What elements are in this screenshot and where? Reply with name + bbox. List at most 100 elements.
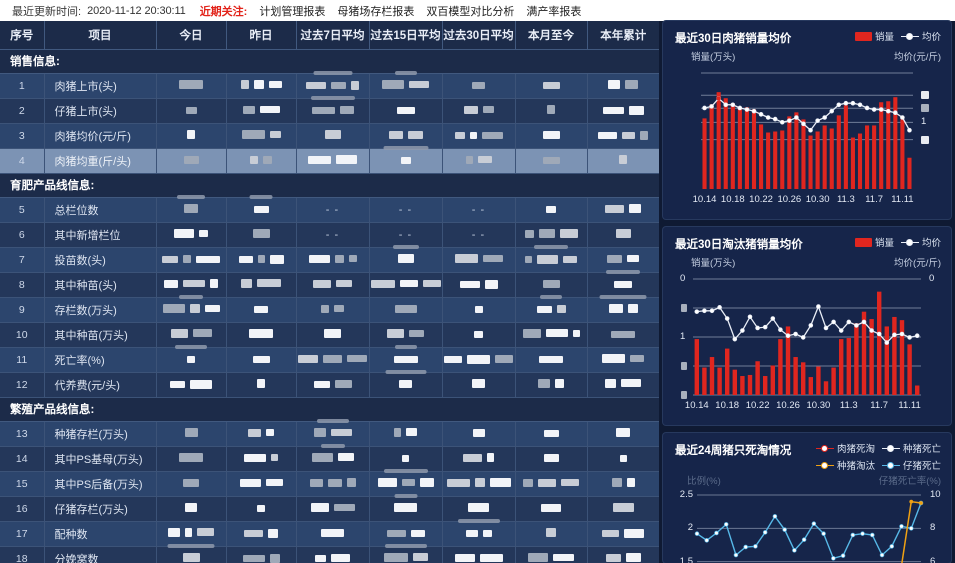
table-row[interactable]: 1 肉猪上市(头)	[0, 70, 659, 99]
row-value-cell	[514, 322, 588, 348]
line-point	[816, 304, 821, 309]
mask-block	[627, 255, 640, 262]
table-row[interactable]: 16 仔猪存栏(万头)	[0, 493, 659, 522]
mask-block	[241, 129, 265, 139]
redacted-value	[185, 106, 197, 114]
price-line	[704, 97, 911, 132]
table-row[interactable]: 13 种猪存栏(万头)	[0, 418, 659, 447]
tooltip-smudge	[316, 418, 349, 423]
chart1-legend-price[interactable]: 均价	[900, 29, 941, 43]
table-row[interactable]: 12 代养费(元/头)	[0, 369, 659, 398]
chart3-legend-breeder-cull[interactable]: 种猪淘汰	[815, 458, 875, 472]
chart2-legend-price[interactable]: 均价	[900, 235, 941, 249]
row-index: 1	[0, 73, 45, 99]
col-header-avg30[interactable]: 过去30日平均	[441, 21, 516, 50]
redacted-value	[402, 454, 409, 462]
row-value-cell: - -	[441, 197, 516, 223]
mask-block	[263, 155, 272, 164]
mask-block	[197, 528, 214, 536]
table-row[interactable]: 3 肉猪均价(元/斤)	[0, 123, 659, 149]
line-point	[861, 319, 867, 325]
mask-block	[640, 130, 649, 140]
table-row[interactable]: 8 其中种苗(头)	[0, 269, 659, 298]
line-point	[779, 119, 785, 125]
bar	[869, 319, 874, 395]
table-row[interactable]: 11 死亡率(%)	[0, 344, 659, 373]
table-row[interactable]: 18 分娩窝数	[0, 543, 659, 563]
y-tick-label-right: 0	[929, 273, 935, 284]
col-header-yesterday[interactable]: 昨日	[225, 21, 297, 50]
chart1-legend-sales[interactable]: 销量	[854, 29, 894, 43]
col-header-month-todate[interactable]: 本月至今	[514, 21, 588, 50]
x-tick-label: 10.18	[715, 400, 740, 411]
redacted-value	[602, 353, 645, 363]
table-row[interactable]: 14 其中PS基母(万头)	[0, 443, 659, 472]
redacted-value	[394, 502, 417, 512]
row-value-cell	[441, 471, 516, 497]
chart3-legend-breeder-death[interactable]: 种猪死亡	[881, 441, 941, 455]
col-header-index[interactable]: 序号	[0, 21, 45, 50]
mask-block	[184, 427, 198, 437]
table-row[interactable]: 17 配种数	[0, 518, 659, 547]
redacted-value	[182, 552, 200, 562]
row-value-cell	[295, 123, 370, 149]
chart2-legend-sales[interactable]: 销量	[854, 235, 894, 249]
x-tick-label: 10.22	[749, 194, 773, 205]
x-tick-label: 11.11	[891, 194, 914, 205]
redacted-value	[164, 279, 218, 288]
mask-block	[185, 106, 197, 114]
col-header-item[interactable]: 项目	[43, 21, 157, 50]
line-point	[709, 308, 715, 314]
mask-block	[474, 305, 483, 313]
table-row[interactable]: 6 其中新增栏位 - - - - - -	[0, 222, 659, 248]
mask-block	[182, 552, 200, 562]
mask-block	[268, 80, 282, 88]
redacted-value	[185, 502, 197, 512]
line-point	[694, 531, 700, 536]
table-row[interactable]: 10 其中种苗(万头)	[0, 322, 659, 348]
mask-block	[555, 378, 564, 388]
table-row[interactable]: 5 总栏位数 - - - - - -	[0, 194, 659, 223]
mask-block	[556, 305, 566, 313]
mask-block	[170, 380, 185, 388]
row-index: 17	[0, 521, 45, 547]
row-value-cell	[514, 521, 588, 547]
table-row[interactable]: 15 其中PS后备(万头)	[0, 468, 659, 497]
redacted-value	[242, 553, 280, 563]
y-tick-label-right: 1	[921, 116, 927, 128]
col-header-avg7[interactable]: 过去7日平均	[295, 21, 370, 50]
row-value-cell	[225, 123, 297, 149]
nav-link-sow-stock-report[interactable]: 母猪场存栏报表	[337, 5, 415, 18]
table-row[interactable]: 4 肉猪均重(斤/头)	[0, 145, 659, 174]
redacted-value	[162, 255, 220, 263]
line-point	[770, 316, 776, 321]
table-row[interactable]: 9 存栏数(万头)	[0, 294, 659, 323]
row-value-cell	[155, 123, 227, 149]
redacted-value	[241, 129, 281, 139]
row-value-cell	[586, 123, 659, 149]
col-header-today[interactable]: 今日	[155, 21, 227, 50]
row-value-cell	[441, 272, 516, 298]
chart3-legend-hog-cull[interactable]: 肉猪死淘	[815, 441, 875, 455]
col-header-year-todate[interactable]: 本年累计	[586, 21, 659, 50]
table-row[interactable]: 7 投苗数(头)	[0, 244, 659, 273]
table-row[interactable]: 2 仔猪上市(头)	[0, 95, 659, 124]
row-value-cell: - -	[295, 197, 370, 223]
nav-link-model-compare[interactable]: 双百模型对比分析	[426, 5, 515, 18]
y-tick-label-right-masked	[921, 104, 929, 113]
row-index: 7	[0, 247, 45, 273]
chart3-legend-piglet-death[interactable]: 仔猪死亡	[881, 458, 941, 472]
mask-block	[183, 280, 205, 287]
mask-block	[525, 255, 532, 263]
nav-link-plan-report[interactable]: 计划管理报表	[259, 5, 326, 18]
mask-block	[402, 454, 409, 462]
col-header-avg15[interactable]: 过去15日平均	[368, 21, 443, 50]
bar	[717, 367, 722, 395]
mask-block	[337, 453, 354, 461]
line-point	[899, 524, 904, 529]
nav-link-capacity-report[interactable]: 满产率报表	[526, 5, 582, 18]
mask-block	[545, 329, 568, 337]
redacted-value	[187, 355, 195, 363]
row-value-cell	[155, 421, 227, 447]
row-value-cell	[586, 73, 659, 99]
